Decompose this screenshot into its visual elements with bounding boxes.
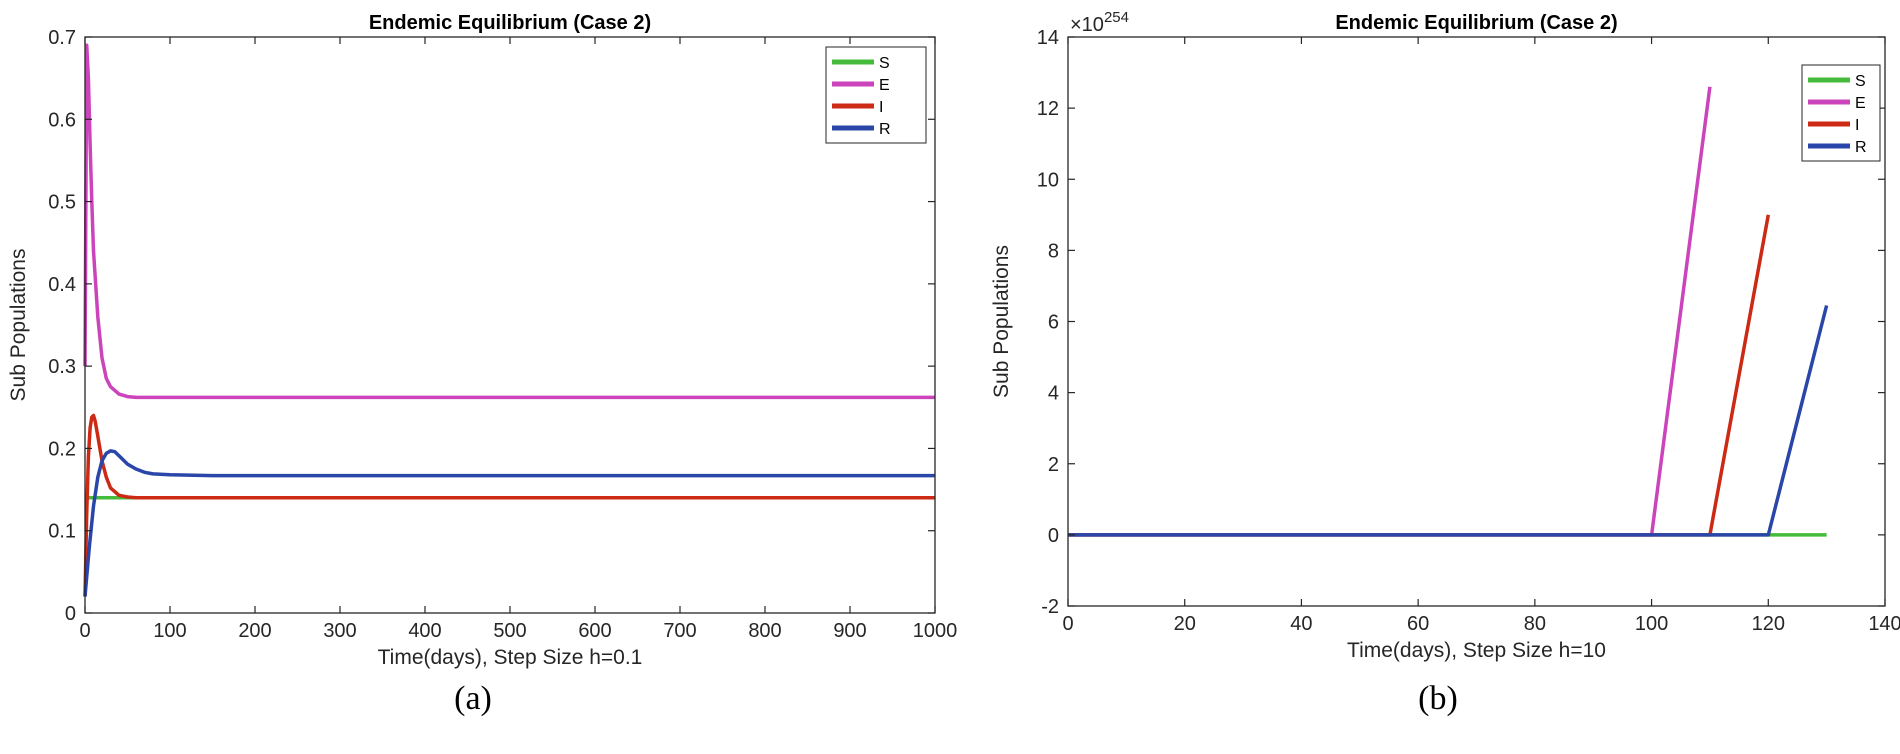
chart-b-plot-area (1068, 37, 1885, 606)
chart-a-x-tick-label: 900 (833, 620, 866, 642)
chart-a-x-tick-label: 800 (748, 620, 781, 642)
chart-b-x-tick-label: 120 (1752, 613, 1785, 635)
chart-b-legend-label-R: R (1855, 139, 1867, 156)
chart-b-legend-label-E: E (1855, 95, 1866, 112)
chart-b-y-tick-label: 10 (1037, 169, 1059, 191)
chart-b-x-tick-label: 140 (1868, 613, 1900, 635)
chart-b-x-tick-label: 80 (1524, 613, 1546, 635)
chart-panel-b: 0 20 40 60 80 100 120 140 -2 0 2 4 6 8 10 12 14 Endemic E… (950, 0, 1900, 754)
chart-a-x-tick-label: 0 (79, 620, 90, 642)
chart-a-y-tick-label: 0.2 (48, 438, 76, 460)
chart-b-y-axis-label: Sub Populations (990, 245, 1013, 398)
chart-b-series-R-line (1068, 305, 1829, 537)
chart-a-y-axis-label: Sub Populations (7, 249, 30, 402)
chart-b-y-multiplier: ×10254 (1070, 9, 1129, 36)
chart-b-legend-label-S: S (1855, 73, 1866, 90)
chart-b-x-tick-label: 0 (1062, 613, 1073, 635)
chart-b-y-tick-label: 0 (1048, 525, 1059, 547)
chart-b-x-tick-label: 100 (1635, 613, 1668, 635)
chart-b-title: Endemic Equilibrium (Case 2) (1335, 12, 1617, 34)
chart-a-x-tick-label: 300 (323, 620, 356, 642)
chart-a-legend-label-E: E (879, 77, 890, 94)
chart-b-y-tick-label: 2 (1048, 454, 1059, 476)
chart-a-series-R-line (83, 449, 935, 597)
chart-a-title: Endemic Equilibrium (Case 2) (369, 12, 651, 34)
chart-a-plot-area (85, 37, 935, 613)
chart-a-x-axis-label: Time(days), Step Size h=0.1 (378, 646, 643, 669)
chart-b-x-tick-label: 40 (1290, 613, 1312, 635)
chart-a-legend-label-S: S (879, 55, 890, 72)
chart-a-x-tick-label: 700 (663, 620, 696, 642)
chart-b-x-tick-label: 20 (1174, 613, 1196, 635)
chart-b-x-tick-label: 60 (1407, 613, 1429, 635)
chart-panel-a: 0 100 200 300 400 500 600 700 800 900 1000 0 0.1 0.2 0… (7, 12, 957, 717)
chart-a-x-tick-label: 400 (408, 620, 441, 642)
chart-a-legend-label-I: I (879, 99, 883, 116)
chart-a-y-tick-label: 0.6 (48, 109, 76, 131)
chart-b-y-tick-label: 14 (1037, 27, 1059, 49)
chart-a-x-tick-label: 100 (153, 620, 186, 642)
chart-a-x-tick-label: 200 (238, 620, 271, 642)
chart-a-y-tick-label: 0 (65, 603, 76, 625)
chart-a-x-tick-label: 500 (493, 620, 526, 642)
chart-a-series-I-line (83, 413, 935, 597)
chart-a-y-tick-label: 0.1 (48, 521, 76, 543)
chart-a-y-tick-label: 0.5 (48, 192, 76, 214)
chart-b-y-tick-label: 4 (1048, 383, 1059, 405)
chart-b-y-tick-label: -2 (1041, 596, 1059, 618)
chart-a-series-E-line (83, 43, 935, 400)
chart-a-y-tick-label: 0.3 (48, 356, 76, 378)
chart-a-x-tick-label: 1000 (913, 620, 958, 642)
chart-b-y-tick-label: 12 (1037, 98, 1059, 120)
chart-a-svg: 0 100 200 300 400 500 600 700 800 900 1000 0 0.1 0.2 0… (7, 12, 957, 669)
chart-a-y-tick-label: 0.4 (48, 274, 76, 296)
chart-b-legend-label-I: I (1855, 117, 1859, 134)
chart-b-x-axis-label: Time(days), Step Size h=10 (1347, 639, 1606, 662)
chart-a-x-tick-label: 600 (578, 620, 611, 642)
chart-a-y-tick-label: 0.7 (48, 27, 76, 49)
chart-b-y-tick-label: 6 (1048, 312, 1059, 334)
caption-b: (b) (1418, 680, 1458, 717)
caption-a: (a) (454, 680, 492, 717)
chart-b-y-tick-label: 8 (1048, 240, 1059, 262)
chart-a-legend-label-R: R (879, 121, 891, 138)
